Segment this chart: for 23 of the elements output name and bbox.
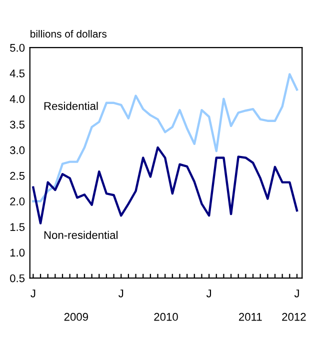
text: 2012: [282, 312, 306, 321]
y-tick-label: 2.5: [10, 172, 25, 180]
text: 2011: [238, 312, 262, 321]
y-tick-label: 3.0: [10, 146, 25, 154]
y-tick-label: 2.0: [10, 198, 25, 206]
y-tick-label: 3.5: [10, 120, 25, 129]
text: 2009: [64, 312, 88, 321]
x-tick-label: J: [206, 290, 211, 298]
y-tick-label: 0.5: [10, 274, 25, 282]
series-label: Non-residential: [44, 230, 118, 239]
line-series: [32, 73, 298, 202]
x-tick-label: J: [118, 290, 124, 298]
y-axis-title: billions of dollars: [30, 30, 107, 38]
y-tick-label: 4.5: [10, 70, 25, 78]
y-tick-label: 5.0: [10, 44, 25, 52]
y-tick-label: 4.0: [10, 95, 25, 103]
y-tick-label: 1.0: [10, 248, 25, 257]
line-series: [32, 146, 298, 224]
x-tick-label: J: [30, 290, 36, 298]
text: 2010: [154, 312, 178, 321]
x-tick-label: J: [294, 290, 299, 298]
series-label: Residential: [44, 102, 98, 110]
y-tick-label: 1.5: [10, 223, 25, 231]
